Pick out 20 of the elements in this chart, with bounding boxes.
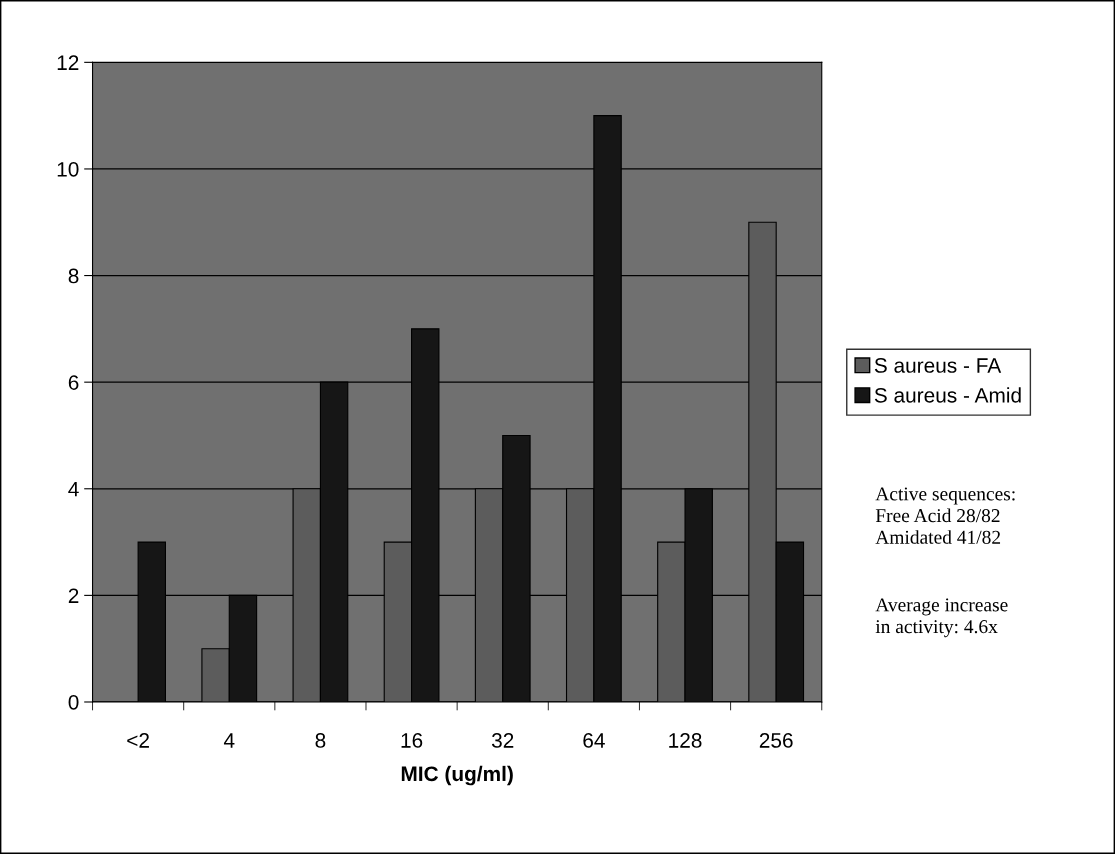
x-tick-label: 256 <box>759 733 793 748</box>
x-tick-label: 128 <box>669 733 702 748</box>
y-tick-label: 10 <box>57 161 79 177</box>
x-axis-title: MIC (ug/ml) <box>401 765 513 786</box>
x-tick-label: <2 <box>127 733 149 748</box>
text: Average increase in activity: 4.6x <box>875 598 1008 638</box>
y-tick-label: 12 <box>57 55 79 70</box>
legend-label: S aureus - FA <box>874 358 1002 373</box>
y-tick-label: 4 <box>68 481 79 497</box>
y-tick-label: 0 <box>68 694 79 710</box>
x-tick-label: 32 <box>491 733 514 748</box>
legend-label: S aureus - Amid <box>874 387 1021 403</box>
x-tick-label: 8 <box>315 733 326 748</box>
x-tick-label: 16 <box>401 733 423 748</box>
text: Active sequences: Free Acid 28/82 Amidated 41/82 <box>875 487 1015 544</box>
x-tick-label: 4 <box>223 733 235 748</box>
x-tick-label: 64 <box>583 733 605 748</box>
y-tick-label: 8 <box>68 268 79 284</box>
y-tick-label: 6 <box>68 375 79 390</box>
y-tick-label: 2 <box>68 588 79 603</box>
